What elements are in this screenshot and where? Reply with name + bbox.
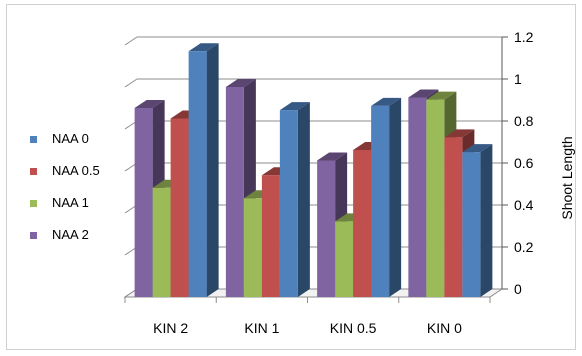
bar-top bbox=[444, 129, 475, 138]
bar-top bbox=[317, 152, 348, 161]
bar bbox=[462, 144, 493, 297]
legend-label: NAA 1 bbox=[52, 195, 89, 210]
y-tick-label: 1.2 bbox=[514, 29, 534, 45]
bar-front bbox=[408, 97, 427, 297]
bar-front bbox=[243, 198, 262, 297]
y-axis: 0 0.2 0.4 0.6 0.8 1 1.2 bbox=[501, 29, 534, 297]
legend-swatch bbox=[30, 136, 37, 143]
bar-top bbox=[371, 97, 402, 106]
bars bbox=[134, 43, 493, 298]
legend-label: NAA 2 bbox=[52, 227, 89, 242]
legend: NAA 0 NAA 0.5 NAA 1 NAA 2 bbox=[30, 130, 140, 258]
legend-swatch bbox=[30, 200, 37, 207]
bar-top bbox=[426, 91, 457, 100]
y-tick-label: 0.2 bbox=[514, 239, 534, 255]
legend-swatch bbox=[30, 168, 37, 175]
bar-top bbox=[408, 89, 439, 98]
y-tick-label: 0.6 bbox=[514, 155, 534, 171]
y-tick-label: 0.8 bbox=[514, 113, 534, 129]
legend-label: NAA 0.5 bbox=[52, 163, 100, 178]
bar-front bbox=[371, 105, 390, 298]
bar-front bbox=[462, 152, 481, 297]
legend-item: NAA 0 bbox=[30, 130, 140, 162]
bar-top bbox=[134, 100, 165, 108]
bar-front bbox=[188, 51, 207, 297]
legend-item: NAA 0.5 bbox=[30, 162, 140, 194]
legend-item: NAA 1 bbox=[30, 194, 140, 226]
x-tick-label: KIN 2 bbox=[153, 320, 188, 336]
axis-labels: Shoot Length bbox=[559, 136, 575, 219]
bar-front bbox=[152, 187, 171, 297]
y-tick-label: 1 bbox=[514, 71, 522, 87]
bar-side bbox=[206, 43, 219, 297]
x-tick-label: KIN 1 bbox=[244, 320, 279, 336]
bar-front bbox=[279, 110, 298, 297]
gridline-depth bbox=[124, 78, 138, 88]
legend-swatch bbox=[30, 232, 37, 239]
legend-label: NAA 0 bbox=[52, 131, 89, 146]
bar-side bbox=[297, 102, 310, 297]
gridline-depth bbox=[124, 36, 138, 46]
x-tick-label: KIN 0.5 bbox=[330, 320, 377, 336]
bar-front bbox=[134, 108, 153, 297]
bar bbox=[371, 97, 402, 298]
bar-front bbox=[261, 175, 280, 297]
x-tick-label: KIN 0 bbox=[427, 320, 462, 336]
y-tick-label: 0.4 bbox=[514, 197, 534, 213]
bar-top bbox=[225, 79, 256, 87]
bar bbox=[279, 102, 310, 297]
bar-top bbox=[279, 102, 310, 111]
bar-side bbox=[480, 144, 493, 297]
y-axis-title: Shoot Length bbox=[559, 136, 575, 219]
bar-front bbox=[225, 87, 244, 297]
bar-top bbox=[462, 144, 493, 153]
bar-front bbox=[335, 221, 354, 297]
y-tick-label: 0 bbox=[514, 281, 522, 297]
bar-front bbox=[170, 118, 189, 297]
bar bbox=[188, 43, 219, 297]
bar-front bbox=[444, 137, 463, 297]
bar-top bbox=[188, 43, 219, 52]
bar-side bbox=[389, 97, 402, 298]
bar-front bbox=[353, 150, 372, 297]
bar-front bbox=[317, 160, 336, 297]
bar-front bbox=[426, 99, 445, 297]
legend-item: NAA 2 bbox=[30, 226, 140, 258]
